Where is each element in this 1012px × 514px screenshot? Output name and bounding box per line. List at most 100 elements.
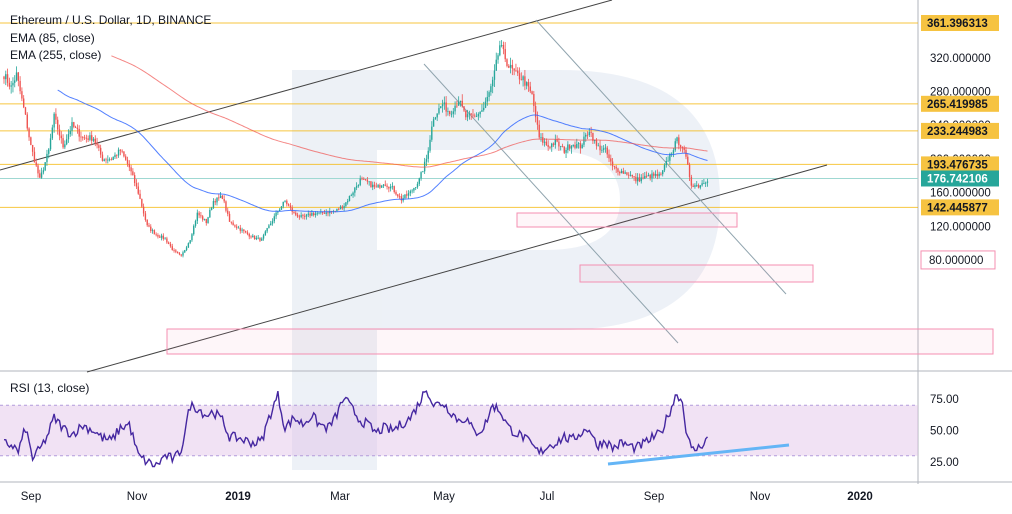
candle bbox=[191, 233, 193, 242]
rsi-tick-label: 50.00 bbox=[930, 426, 959, 438]
candle bbox=[427, 147, 429, 163]
candle bbox=[583, 131, 585, 148]
candle bbox=[137, 182, 139, 195]
candle bbox=[409, 189, 412, 197]
candle bbox=[237, 225, 240, 229]
descending-channel-upper[interactable] bbox=[535, 19, 787, 295]
candle bbox=[282, 201, 284, 209]
candle bbox=[210, 206, 213, 211]
candle bbox=[631, 174, 633, 179]
candle bbox=[592, 132, 594, 144]
chart-title: Ethereum / U.S. Dollar, 1D, BINANCE bbox=[10, 13, 212, 27]
candle bbox=[599, 140, 601, 156]
candle bbox=[62, 134, 64, 149]
candle bbox=[368, 181, 370, 186]
candle bbox=[352, 191, 354, 198]
candle bbox=[12, 77, 14, 93]
candle bbox=[420, 171, 422, 181]
candle bbox=[176, 251, 179, 254]
candle bbox=[230, 221, 233, 225]
candle bbox=[261, 237, 263, 241]
candle bbox=[645, 171, 648, 179]
candle bbox=[570, 144, 573, 154]
candle bbox=[416, 181, 419, 189]
candle bbox=[697, 183, 700, 189]
candle bbox=[699, 184, 702, 190]
candle bbox=[126, 156, 129, 167]
candle bbox=[658, 171, 660, 179]
candle bbox=[130, 164, 132, 176]
candle bbox=[380, 184, 383, 188]
candle bbox=[271, 218, 274, 226]
candle bbox=[491, 76, 494, 94]
candle bbox=[350, 193, 352, 197]
candle bbox=[264, 230, 267, 236]
lower-channel-line[interactable] bbox=[86, 164, 828, 373]
candle bbox=[508, 64, 510, 69]
candle bbox=[187, 242, 190, 249]
candle bbox=[608, 149, 610, 162]
candle bbox=[407, 190, 410, 199]
candle bbox=[449, 110, 451, 117]
candle bbox=[110, 157, 113, 161]
support-zone[interactable] bbox=[579, 264, 814, 283]
descending-channel-lower[interactable] bbox=[423, 63, 679, 344]
candle bbox=[3, 75, 5, 84]
candle bbox=[379, 183, 381, 190]
candle bbox=[500, 40, 503, 48]
candle bbox=[656, 169, 659, 180]
current-price-tag-label: 176.742106 bbox=[927, 173, 988, 185]
candle bbox=[234, 224, 236, 228]
candle bbox=[554, 134, 557, 149]
resistance-zone[interactable] bbox=[516, 212, 738, 228]
candle bbox=[692, 183, 694, 188]
upper-channel-line[interactable] bbox=[0, 0, 613, 171]
price-level-tag-label: 233.244983 bbox=[927, 126, 988, 138]
time-tick-label: Jul bbox=[540, 491, 555, 503]
long-term-support-zone[interactable] bbox=[166, 328, 994, 355]
candle bbox=[597, 142, 599, 147]
rsi-line bbox=[3, 390, 709, 468]
rsi-trend-line[interactable] bbox=[607, 443, 790, 466]
candle bbox=[33, 147, 36, 163]
candle bbox=[92, 137, 95, 143]
price-tick-label: 120.000000 bbox=[930, 221, 991, 233]
candle bbox=[243, 229, 245, 234]
candle bbox=[556, 135, 558, 143]
candle bbox=[116, 154, 118, 159]
candle bbox=[445, 96, 447, 117]
candle bbox=[459, 100, 462, 107]
price-level-tag bbox=[921, 15, 999, 32]
candle bbox=[184, 249, 186, 254]
candle bbox=[572, 144, 574, 148]
candle bbox=[561, 143, 564, 148]
candle bbox=[622, 167, 625, 174]
candle bbox=[173, 248, 175, 253]
ema-slow-legend: EMA (255, close) bbox=[10, 48, 102, 62]
candle bbox=[502, 41, 505, 55]
candle bbox=[146, 219, 148, 227]
candle bbox=[19, 76, 21, 95]
candle bbox=[483, 101, 485, 112]
candle bbox=[547, 140, 549, 151]
candle bbox=[227, 207, 229, 217]
candle bbox=[588, 128, 591, 137]
candle bbox=[457, 96, 460, 106]
candle bbox=[497, 53, 499, 64]
price-level-tag bbox=[921, 199, 999, 216]
candle bbox=[696, 180, 698, 188]
candle bbox=[513, 68, 515, 76]
candle bbox=[216, 197, 218, 206]
candle bbox=[108, 157, 111, 162]
candle bbox=[180, 254, 182, 257]
candle bbox=[99, 144, 102, 158]
candle bbox=[672, 147, 675, 158]
candle bbox=[31, 144, 34, 157]
candle bbox=[83, 134, 86, 140]
candle bbox=[629, 171, 632, 177]
candle bbox=[94, 135, 96, 147]
candle bbox=[141, 198, 143, 208]
candle bbox=[375, 182, 378, 188]
candle bbox=[119, 149, 122, 156]
candle bbox=[506, 58, 508, 68]
